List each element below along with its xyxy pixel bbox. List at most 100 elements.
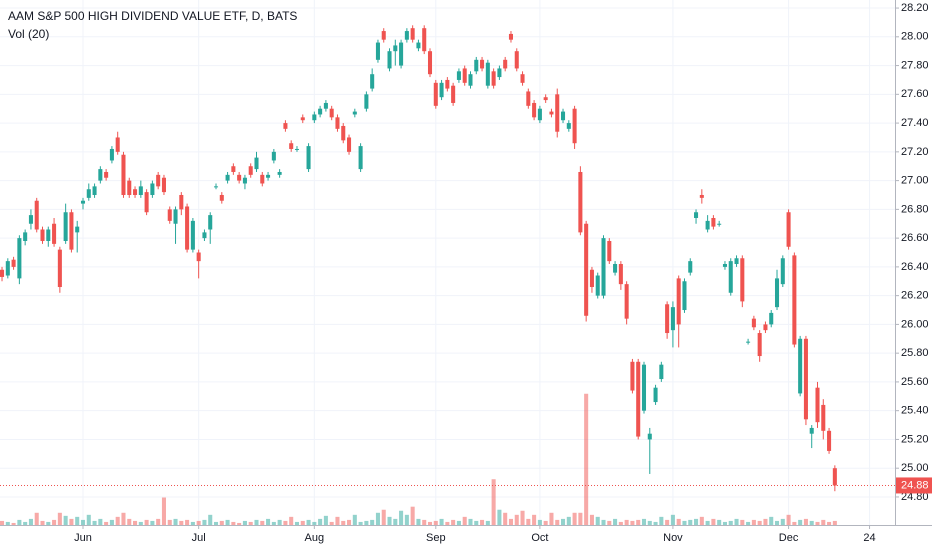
volume-bar — [422, 519, 427, 525]
candle-body — [254, 157, 259, 170]
candle-body — [705, 220, 710, 230]
x-tick-label: Aug — [305, 532, 325, 544]
candle-body — [607, 241, 612, 262]
candle-body — [647, 433, 652, 440]
volume-bar — [774, 520, 780, 525]
volume-bar — [503, 512, 508, 525]
volume-bar — [133, 520, 138, 525]
volume-bar — [485, 520, 490, 525]
candle-body — [318, 108, 323, 115]
volume-bar — [225, 519, 230, 525]
volume-bar — [694, 518, 699, 525]
candle-body — [393, 45, 398, 52]
volume-bar — [104, 521, 109, 525]
volume-bar — [809, 520, 814, 525]
volume-bar — [190, 521, 195, 525]
x-tick-label: Jul — [192, 532, 206, 544]
volume-bar — [0, 520, 5, 525]
volume-bar — [364, 520, 369, 525]
candle-body — [179, 194, 184, 210]
candle-body — [127, 180, 132, 195]
volume-bar — [138, 521, 143, 525]
volume-bar — [728, 520, 733, 525]
candle-body — [798, 338, 803, 394]
volume-bar — [555, 519, 560, 525]
volume-bar — [242, 520, 247, 525]
candle-body — [480, 59, 485, 69]
candles — [0, 25, 837, 492]
volume-bar — [213, 521, 219, 525]
volume-bar — [792, 521, 797, 525]
y-tick-label: 26.20 — [901, 290, 929, 302]
candle-body — [641, 364, 647, 411]
volume-bar — [815, 521, 820, 525]
volume-bar — [150, 520, 155, 525]
volume-bar — [578, 512, 583, 525]
volume-bar — [173, 518, 178, 525]
candle-body — [11, 259, 16, 267]
volume-bar — [277, 519, 282, 525]
candle-body — [508, 33, 513, 40]
volume-bar — [329, 521, 334, 525]
volume-bar — [549, 512, 554, 525]
volume-bar — [474, 520, 479, 525]
candle-body — [734, 258, 739, 265]
candle-body — [248, 166, 253, 175]
volume-bar — [306, 519, 311, 525]
volume-bar — [514, 514, 519, 525]
volume-bar — [144, 519, 149, 525]
candle-body — [624, 284, 629, 319]
candle-body — [75, 226, 80, 233]
y-tick-label: 27.00 — [901, 175, 929, 187]
volume-bar — [416, 518, 421, 525]
candle-body — [231, 166, 236, 172]
volume-bar — [607, 520, 612, 525]
candle-body — [312, 114, 317, 121]
candle-body — [213, 186, 219, 188]
candle-body — [283, 123, 288, 129]
candle-body — [57, 249, 62, 288]
volume-bar — [451, 519, 456, 525]
candle-body — [803, 338, 808, 420]
candle-body — [774, 278, 780, 308]
volume-bar — [92, 520, 97, 525]
y-tick-label: 25.40 — [901, 405, 929, 417]
volume-bar — [57, 512, 62, 525]
volume-bar — [537, 519, 542, 525]
volume-bar — [231, 521, 236, 525]
candle-body — [809, 427, 814, 434]
candle-body — [98, 169, 103, 181]
chart-title: AAM S&P 500 HIGH DIVIDEND VALUE ETF, D, … — [8, 9, 297, 23]
candle-body — [69, 212, 74, 250]
volume-bar — [520, 510, 525, 525]
candle-body — [323, 102, 328, 109]
candle-body — [676, 278, 681, 325]
candle-body — [109, 148, 114, 161]
volume-bar — [17, 519, 22, 525]
candle-body — [358, 146, 363, 170]
volume-bar — [69, 518, 74, 525]
candle-body — [173, 209, 178, 224]
candle-body — [717, 223, 722, 225]
volume-bar — [98, 518, 103, 525]
candle-body — [341, 125, 346, 141]
candle-body — [601, 238, 606, 296]
volume-bar — [393, 518, 398, 525]
volume-bar — [653, 521, 658, 525]
volume-bar — [115, 516, 120, 525]
volume-bar — [109, 519, 114, 525]
candle-body — [572, 108, 577, 144]
candle-body — [133, 189, 138, 195]
volume-bar — [410, 506, 415, 525]
candle-body — [827, 430, 832, 451]
volume-bar — [566, 516, 571, 525]
candle-body — [653, 387, 658, 403]
volume-bar — [347, 519, 352, 525]
volume-bar — [237, 522, 242, 525]
volume-bar — [352, 514, 357, 525]
candle-body — [271, 151, 276, 161]
candle-body — [40, 229, 45, 242]
y-tick-label: 25.00 — [901, 462, 929, 474]
volume-bar — [757, 520, 762, 525]
y-tick-label: 26.60 — [901, 232, 929, 244]
